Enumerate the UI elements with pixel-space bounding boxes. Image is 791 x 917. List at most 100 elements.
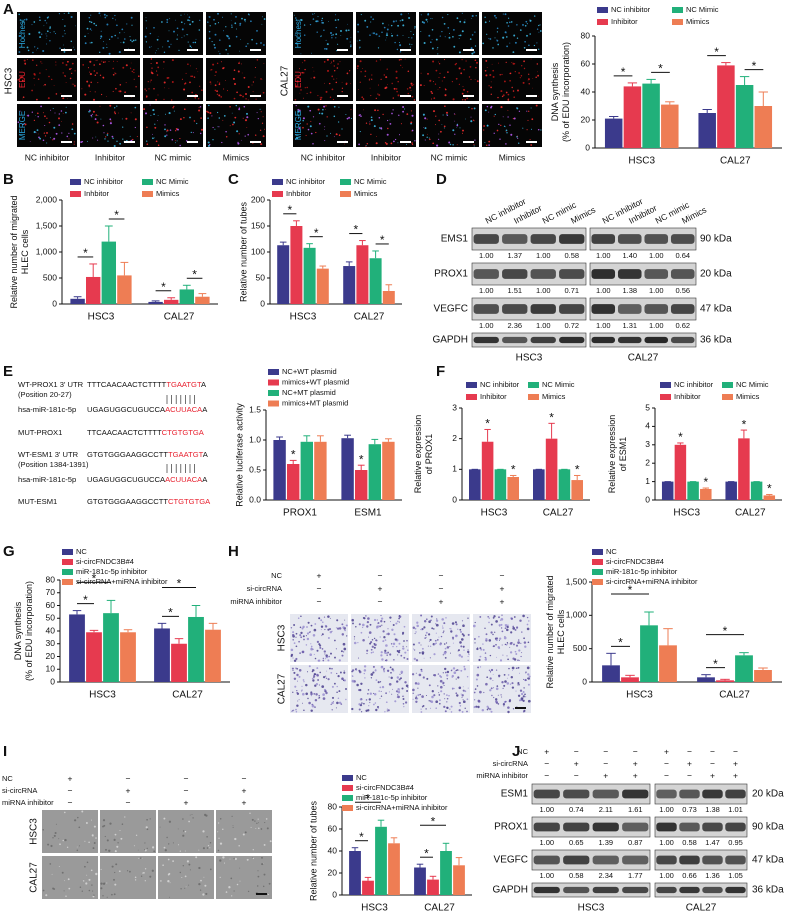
- cell-dot: [26, 46, 29, 49]
- cell-dot: [351, 675, 354, 678]
- cell-dot: [144, 842, 146, 844]
- cell-dot: [300, 89, 302, 91]
- cell-dot: [380, 651, 383, 654]
- cell-dot: [298, 640, 300, 643]
- bar: [621, 677, 639, 682]
- cell-dot: [396, 620, 399, 623]
- condition-sign: −: [378, 570, 383, 580]
- cell-dot: [458, 649, 460, 652]
- cell-dot: [65, 81, 67, 83]
- cell-dot: [231, 112, 233, 114]
- cell-dot: [23, 59, 26, 62]
- cell-dot: [49, 26, 51, 28]
- cell-dot: [499, 138, 501, 140]
- cell-dot: [385, 652, 388, 655]
- cell-dot: [142, 872, 144, 874]
- cell-dot: [418, 673, 422, 677]
- cell-dot: [322, 675, 326, 679]
- cell-dot: [231, 24, 233, 26]
- cell-dot: [473, 699, 476, 701]
- significance: *: [713, 657, 718, 671]
- cell-dot: [300, 19, 303, 22]
- cell-dot: [369, 87, 371, 89]
- cell-dot: [336, 134, 338, 136]
- cell-dot: [466, 97, 469, 100]
- cell-dot: [312, 679, 315, 682]
- cell-dot: [173, 110, 175, 112]
- condition-sign: +: [633, 770, 638, 780]
- cell-dot: [117, 37, 119, 39]
- cell-dot: [479, 666, 482, 668]
- cell-dot: [104, 16, 107, 19]
- cell-dot: [535, 104, 538, 107]
- cell-dot: [316, 649, 319, 652]
- cell-dot: [526, 23, 528, 25]
- cell-dot: [324, 126, 326, 128]
- cell-dot: [380, 78, 382, 80]
- y-tick-label: 50: [46, 613, 56, 623]
- cell-dot: [295, 645, 298, 648]
- cell-dot: [451, 81, 453, 83]
- micrograph: [419, 12, 479, 55]
- cell-dot: [497, 694, 499, 696]
- cell-dot: [452, 35, 454, 38]
- cell-dot: [35, 132, 37, 134]
- y-tick-label: 0.0: [249, 494, 261, 504]
- cell-dot: [223, 862, 226, 864]
- cell-dot: [536, 42, 538, 44]
- cell-dot: [302, 97, 304, 99]
- stain-label: MERGE: [18, 111, 27, 140]
- cell-dot: [400, 677, 402, 680]
- condition-sign: +: [733, 758, 738, 768]
- cell-dot: [295, 104, 297, 107]
- cell-dot: [337, 121, 340, 123]
- cell-dot: [118, 90, 121, 93]
- band-ratio: 1.05: [728, 871, 743, 880]
- cell-dot: [365, 699, 368, 701]
- cell-dot: [315, 682, 319, 686]
- cell-dot: [486, 33, 488, 35]
- cell-dot: [512, 118, 515, 120]
- error-bar: [720, 678, 730, 681]
- cell-dot: [262, 16, 263, 18]
- protein-label: PROX1: [494, 822, 528, 833]
- column-label: NC inhibitor: [301, 152, 346, 162]
- significance: *: [618, 636, 623, 650]
- cell-dot: [429, 657, 431, 659]
- cell-dot: [219, 39, 221, 41]
- cell-dot: [307, 697, 309, 700]
- cell-dot: [45, 33, 47, 35]
- cell-dot: [76, 849, 79, 852]
- cell-dot: [454, 621, 457, 624]
- cell-dot: [324, 658, 326, 660]
- cell-dot: [375, 142, 378, 145]
- category-label: CAL27: [735, 508, 766, 519]
- cell-dot: [306, 86, 308, 89]
- cell-dot: [396, 48, 399, 51]
- cell-dot: [435, 642, 437, 645]
- cell-dot: [172, 106, 174, 109]
- cell-dot: [340, 35, 342, 36]
- significance: *: [658, 62, 663, 76]
- cell-dot: [298, 109, 301, 112]
- cell-dot: [146, 847, 148, 850]
- cell-dot: [292, 639, 294, 641]
- micrograph: [80, 58, 140, 101]
- blot-band: [502, 234, 528, 244]
- cell-dot: [156, 38, 159, 41]
- cell-dot: [309, 91, 312, 94]
- cell-dot: [153, 113, 155, 116]
- cell-dot: [461, 620, 464, 622]
- cell-dot: [401, 687, 404, 690]
- cell-dot: [428, 620, 431, 623]
- cell-dot: [241, 17, 243, 20]
- cell-dot: [314, 684, 317, 687]
- cell-dot: [432, 81, 434, 83]
- cell-dot: [136, 136, 138, 137]
- cell-dot: [507, 98, 509, 100]
- cell-dot: [346, 72, 349, 75]
- cell-dot: [406, 88, 409, 90]
- cell-dot: [411, 143, 414, 146]
- cell-dot: [40, 105, 42, 108]
- cell-dot: [446, 114, 448, 116]
